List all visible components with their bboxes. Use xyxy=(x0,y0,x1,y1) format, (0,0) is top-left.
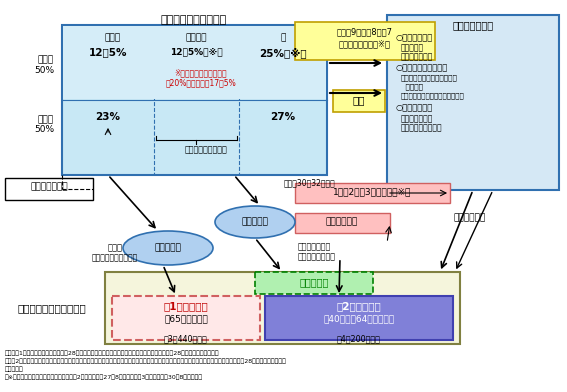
Text: 個別市町村: 個別市町村 xyxy=(155,243,181,252)
Text: ある。: ある。 xyxy=(5,366,24,372)
Text: ○施設サービス: ○施設サービス xyxy=(395,103,432,112)
Text: 国20%、都道府県17．5%: 国20%、都道府県17．5% xyxy=(166,78,236,87)
Text: （※）一定以上所得者については、費用の2割負担（平成27年8月施行）又は3割負担（平成30年8月施行）。: （※）一定以上所得者については、費用の2割負担（平成27年8月施行）又は3割負担… xyxy=(5,374,203,379)
Text: 都道府県: 都道府県 xyxy=(185,33,207,42)
Ellipse shape xyxy=(123,231,213,265)
Bar xyxy=(62,25,327,175)
Ellipse shape xyxy=(215,206,295,238)
Text: 請求: 請求 xyxy=(353,95,365,105)
Text: ・老人保健施設　等: ・老人保健施設 等 xyxy=(401,123,443,132)
Bar xyxy=(295,213,390,233)
Text: 健康保険組合など: 健康保険組合など xyxy=(298,252,336,261)
Text: 費用の9割分（8割・7: 費用の9割分（8割・7 xyxy=(337,27,393,36)
Text: 人口比に基づき設定: 人口比に基づき設定 xyxy=(185,145,227,154)
Text: ○地域密着型サービス: ○地域密着型サービス xyxy=(395,63,447,72)
Text: 原則年金からの天引き: 原則年金からの天引き xyxy=(92,253,138,262)
Bar xyxy=(387,15,559,190)
Text: 50%: 50% xyxy=(34,65,54,74)
Text: 第2号被保険者: 第2号被保険者 xyxy=(337,301,382,311)
Text: （3，440万人）: （3，440万人） xyxy=(164,334,208,343)
Text: 第1号被保険者: 第1号被保険者 xyxy=(164,301,209,311)
Text: 割分）の支払い（※）: 割分）の支払い（※） xyxy=(339,39,391,48)
Text: 介護看護: 介護看護 xyxy=(401,83,423,90)
Text: ○在宅サービス: ○在宅サービス xyxy=(395,33,432,42)
Text: 国民健康保険・: 国民健康保険・ xyxy=(298,242,331,251)
Bar xyxy=(255,272,373,294)
Text: ・訪問介護: ・訪問介護 xyxy=(401,43,424,52)
Text: 要介護認定: 要介護認定 xyxy=(299,277,329,287)
Text: 居住費・食費: 居住費・食費 xyxy=(326,217,358,226)
Text: 第2号被保険者の数は、社会保険診療報酬支払基金が介護給付費納付金額を確定するための医療保険者からの報告によるものであり、平成28年度内の月平均値で: 第2号被保険者の数は、社会保険診療報酬支払基金が介護給付費納付金額を確定するため… xyxy=(5,358,287,364)
Text: 12．5%（※）: 12．5%（※） xyxy=(170,47,222,56)
Text: ・65歳以上の者: ・65歳以上の者 xyxy=(164,314,208,323)
Text: 国: 国 xyxy=(280,33,286,42)
Bar xyxy=(295,22,435,60)
Text: （4，200万人）: （4，200万人） xyxy=(337,334,381,343)
Text: ・老人福祉施設: ・老人福祉施設 xyxy=(401,114,433,123)
Text: 税　金: 税 金 xyxy=(38,56,54,65)
Text: 保険料: 保険料 xyxy=(38,116,54,125)
Bar xyxy=(5,178,93,200)
Text: 市町村: 市町村 xyxy=(105,33,121,42)
Text: 全国プール: 全国プール xyxy=(242,218,268,227)
Text: ※施設等給付の場合は、: ※施設等給付の場合は、 xyxy=(175,68,227,77)
Text: 財政安定化基金: 財政安定化基金 xyxy=(30,182,68,191)
Bar xyxy=(265,296,453,340)
Text: 保険料: 保険料 xyxy=(108,243,122,252)
Text: ・認知症対応型共同生活介護　等: ・認知症対応型共同生活介護 等 xyxy=(401,92,465,99)
Bar xyxy=(333,90,385,112)
Bar xyxy=(112,296,260,340)
Text: 市　町　村（保険者）: 市 町 村（保険者） xyxy=(161,15,227,25)
Text: 50%: 50% xyxy=(34,125,54,134)
Bar xyxy=(105,272,460,344)
Text: 23%: 23% xyxy=(95,112,121,122)
Text: 1割（2割・3割）負担（※）: 1割（2割・3割）負担（※） xyxy=(333,187,411,196)
Text: サービス利用: サービス利用 xyxy=(454,213,486,222)
Bar xyxy=(295,183,450,203)
Bar xyxy=(63,26,326,99)
Text: （注）第1号被保険者の数は、「平成28年度介護保険事業状況報告総覧」によるものであり、平成28度末現在の数である。: （注）第1号被保険者の数は、「平成28年度介護保険事業状況報告総覧」によるもので… xyxy=(5,350,219,356)
Text: 12．5%: 12．5% xyxy=(89,47,127,57)
Text: 25%（※）: 25%（※） xyxy=(259,47,307,58)
Text: 加　入　者（被保険者）: 加 入 者（被保険者） xyxy=(18,303,86,313)
Text: ・通所介護　等: ・通所介護 等 xyxy=(401,52,433,61)
Text: 27%: 27% xyxy=(270,112,295,122)
Text: ・40歳から64歳までの者: ・40歳から64歳までの者 xyxy=(323,314,395,323)
Text: サービス事業者: サービス事業者 xyxy=(452,20,493,30)
Text: ・定期巡回・随時対応型訪問: ・定期巡回・随時対応型訪問 xyxy=(401,74,458,81)
Text: （平成30－32年度）: （平成30－32年度） xyxy=(284,178,336,187)
